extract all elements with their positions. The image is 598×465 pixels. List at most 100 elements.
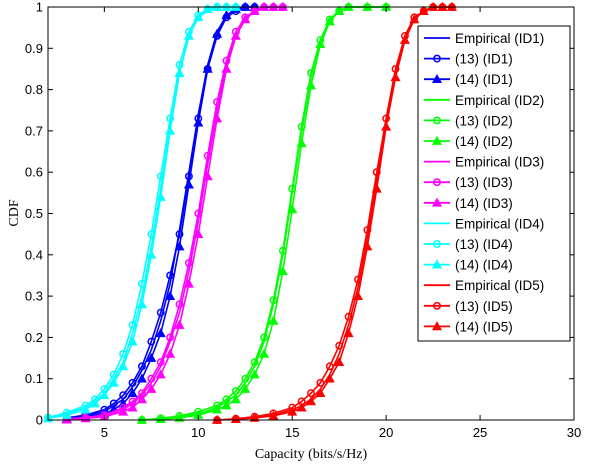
y-tick-label: 0.5 [25, 206, 43, 221]
data-point [80, 404, 91, 414]
data-point [127, 336, 138, 346]
data-point [325, 362, 334, 371]
legend-item: Empirical (ID3) [424, 155, 544, 170]
legend-item: (14) (ID2) [424, 134, 513, 149]
data-point [305, 396, 317, 406]
x-tick-label: 5 [101, 425, 108, 440]
data-point [108, 377, 119, 387]
data-point [61, 409, 72, 419]
x-tick-label: 15 [285, 425, 299, 440]
data-point [344, 312, 353, 321]
data-point [230, 30, 241, 40]
data-point [118, 361, 129, 371]
data-point [119, 349, 128, 358]
y-tick-label: 0.9 [25, 41, 43, 56]
legend-item: Empirical (ID4) [424, 216, 544, 231]
data-point [174, 319, 185, 329]
legend-item: (14) (ID1) [424, 72, 513, 87]
legend-label: Empirical (ID4) [455, 216, 544, 231]
data-point [174, 412, 185, 422]
legend-item: (13) (ID1) [424, 52, 513, 67]
legend-marker [431, 259, 443, 269]
data-point [166, 114, 175, 123]
data-point [315, 387, 326, 398]
legend-item: (13) (ID2) [424, 113, 513, 128]
data-point [166, 333, 175, 342]
y-tick-label: 0.6 [25, 165, 43, 180]
data-point [240, 383, 251, 393]
data-point [175, 230, 184, 239]
data-point [136, 373, 147, 383]
data-point [155, 191, 166, 201]
data-point [174, 241, 185, 251]
data-point [89, 398, 101, 408]
data-point [137, 362, 146, 371]
data-point [334, 356, 345, 367]
data-point [127, 387, 138, 398]
y-tick-label: 0.8 [25, 82, 43, 97]
data-point [250, 358, 259, 367]
legend-item: Empirical (ID1) [424, 31, 544, 46]
data-point [335, 341, 344, 350]
series-line [217, 6, 452, 421]
data-point [390, 71, 401, 82]
data-point [99, 389, 110, 400]
x-tick-label: 25 [473, 425, 487, 440]
data-point [155, 328, 166, 338]
y-tick-label: 0.7 [25, 123, 43, 138]
data-point [165, 290, 176, 300]
data-point [230, 413, 241, 424]
y-tick-label: 1 [36, 0, 43, 15]
legend-label: Empirical (ID5) [455, 278, 544, 293]
data-point [221, 10, 232, 20]
legend-marker [433, 240, 441, 248]
data-point [230, 394, 241, 404]
legend-label: (14) (ID2) [455, 134, 513, 149]
legend-item: (13) (ID3) [424, 175, 513, 190]
data-point [258, 348, 270, 358]
y-axis-label: CDF [7, 199, 22, 226]
data-point [147, 374, 156, 383]
data-point [268, 410, 279, 420]
data-point [156, 308, 165, 317]
data-point [381, 121, 392, 131]
data-point [260, 333, 268, 342]
legend-label: (13) (ID2) [455, 113, 513, 128]
data-point [277, 266, 288, 276]
data-point [362, 241, 373, 251]
legend-item: (14) (ID4) [424, 258, 513, 273]
legend-marker [431, 135, 443, 145]
data-point [305, 80, 317, 90]
data-point [165, 348, 176, 358]
data-point [61, 414, 72, 424]
data-point [165, 125, 176, 135]
data-point [221, 400, 232, 410]
legend-marker [431, 73, 443, 84]
data-point [240, 14, 251, 24]
data-point [399, 34, 410, 44]
data-point [128, 378, 137, 387]
data-point [418, 5, 429, 15]
data-point [146, 249, 157, 259]
legend-label: Empirical (ID2) [455, 93, 544, 108]
x-tick-label: 20 [379, 425, 393, 440]
data-point [268, 315, 279, 325]
legend: Empirical (ID1) (13) (ID1) (14) (ID1) Empir… [417, 25, 571, 342]
data-point [409, 14, 420, 24]
data-point [118, 406, 129, 416]
legend-marker [431, 197, 443, 207]
data-point [127, 402, 138, 412]
data-point [221, 63, 232, 73]
y-tick-label: 0.3 [25, 289, 43, 304]
data-point [183, 30, 194, 40]
y-tick-label: 0 [36, 413, 43, 428]
data-point [287, 204, 298, 214]
legend-item: (14) (ID3) [424, 196, 513, 211]
data-point [316, 378, 325, 387]
data-point [175, 300, 184, 309]
legend-item: Empirical (ID2) [424, 93, 544, 108]
legend-label: (14) (ID3) [455, 196, 513, 211]
data-point [296, 138, 307, 148]
data-point [343, 328, 354, 338]
